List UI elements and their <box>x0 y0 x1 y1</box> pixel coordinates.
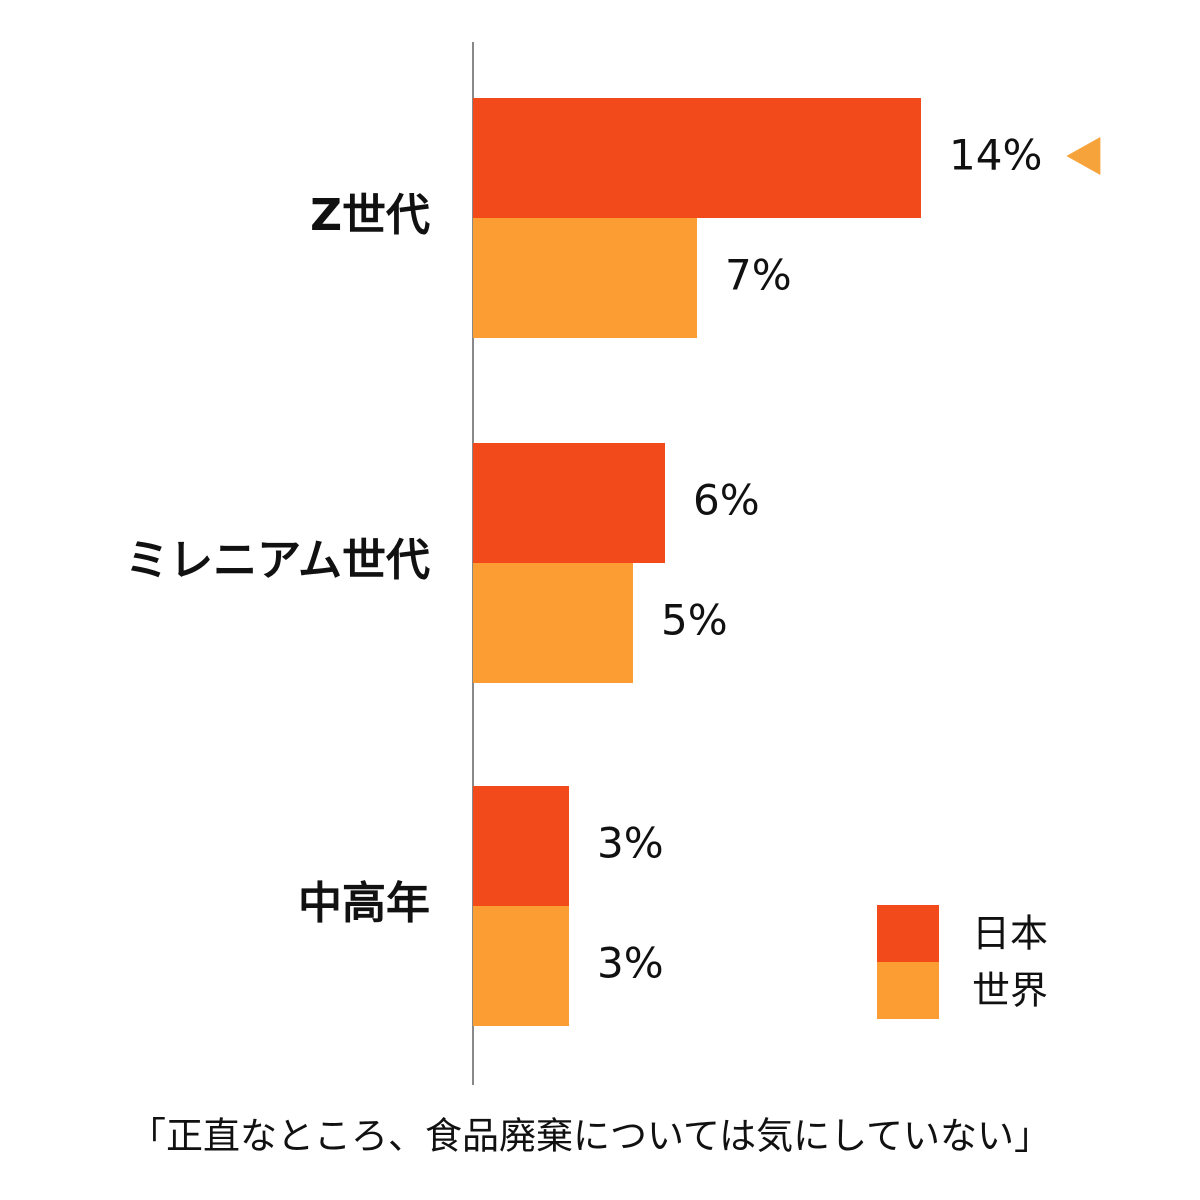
legend-swatch <box>877 905 939 962</box>
value-label: 7% <box>725 251 792 300</box>
category-label: ミレニアム世代 <box>125 535 430 586</box>
value-label: 6% <box>693 476 760 525</box>
value-label: 14% <box>949 131 1042 180</box>
highlight-marker <box>1066 137 1101 175</box>
value-label: 3% <box>597 939 664 988</box>
category-label: Z世代 <box>310 190 430 241</box>
value-label: 5% <box>661 596 728 645</box>
value-label: 3% <box>597 819 664 868</box>
caption: 「正直なところ、食品廃棄については気にしていない」 <box>129 1115 1051 1158</box>
bar <box>473 98 921 218</box>
legend-label: 日本 <box>972 912 1048 956</box>
bar <box>473 443 665 563</box>
category-label: 中高年 <box>298 878 430 929</box>
bar <box>473 563 633 683</box>
bar <box>473 786 569 906</box>
bar <box>473 218 697 338</box>
legend-label: 世界 <box>972 969 1048 1013</box>
legend-swatch <box>877 962 939 1019</box>
bar <box>473 906 569 1026</box>
